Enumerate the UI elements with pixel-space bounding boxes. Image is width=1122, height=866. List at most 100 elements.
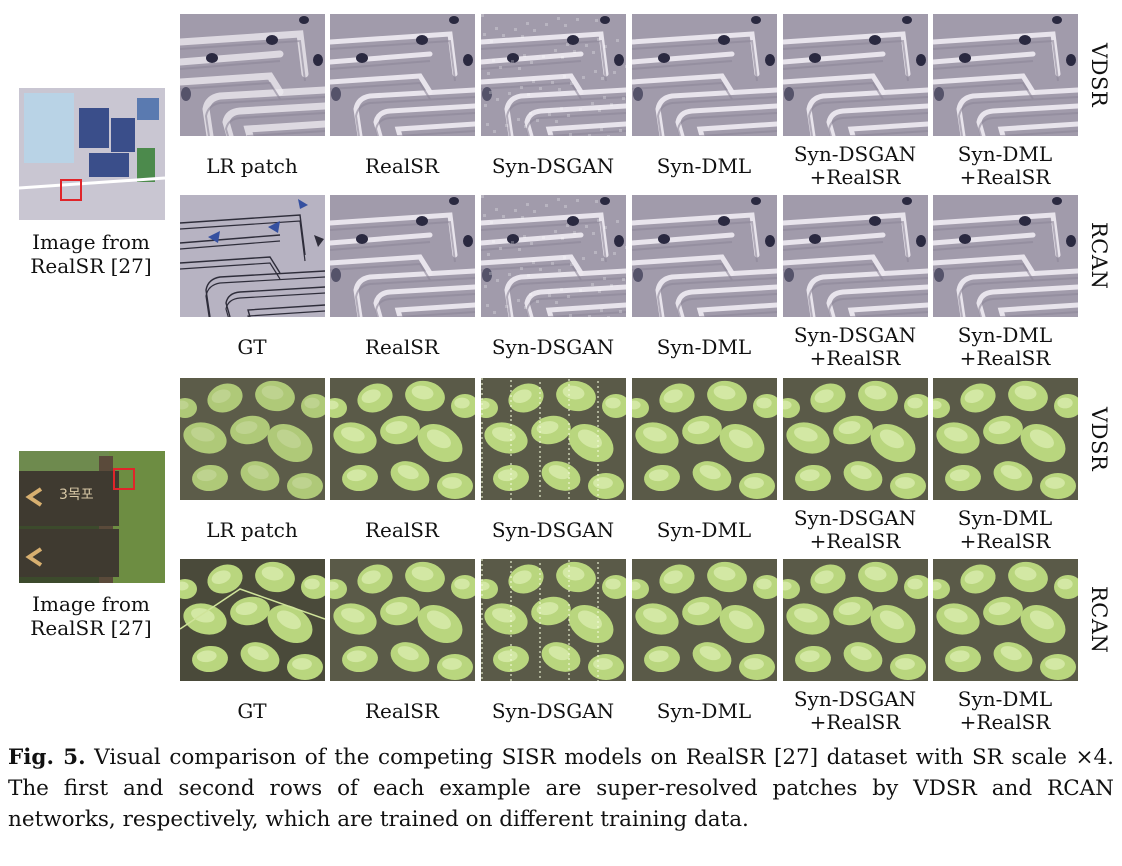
- result-patch: [180, 195, 325, 317]
- result-patch: [632, 378, 777, 500]
- patch-label-line: Syn-DSGAN: [793, 687, 917, 711]
- patch-label-line: Syn-DML: [957, 142, 1053, 166]
- patch-label: GT: [177, 700, 327, 723]
- result-patch: [180, 559, 325, 681]
- network-row-label: RCAN: [1086, 559, 1112, 681]
- network-name: VDSR: [1087, 406, 1111, 472]
- source-caption-line: Image from: [32, 592, 150, 616]
- patch-label: Syn-DSGAN +RealSR: [780, 143, 930, 189]
- patch-label: Syn-DSGAN: [478, 700, 628, 723]
- patch-label-line: Syn-DSGAN: [491, 518, 615, 542]
- patch-label: Syn-DSGAN: [478, 519, 628, 542]
- svg-text:3목포: 3목포: [59, 487, 94, 503]
- patch-label-line: LR patch: [206, 154, 298, 178]
- patch-label: Syn-DSGAN: [478, 155, 628, 178]
- patch-label: Syn-DML +RealSR: [930, 324, 1080, 370]
- patch-label: RealSR: [327, 700, 477, 723]
- result-patch: [933, 195, 1078, 317]
- source-image-thumbnail: [19, 88, 165, 220]
- source-image-thumbnail: 3목포: [19, 451, 165, 583]
- result-patch: [330, 559, 475, 681]
- result-patch: [933, 378, 1078, 500]
- patch-label-line: +RealSR: [809, 346, 901, 370]
- patch-label-line: GT: [237, 699, 267, 723]
- figure-caption: Fig. 5. Visual comparison of the competi…: [8, 742, 1114, 835]
- patch-label: RealSR: [327, 155, 477, 178]
- patch-label-line: GT: [237, 335, 267, 359]
- result-patch: [933, 559, 1078, 681]
- result-patch: [632, 14, 777, 136]
- network-row-label: VDSR: [1086, 14, 1112, 136]
- patch-label: GT: [177, 336, 327, 359]
- result-patch: [783, 14, 928, 136]
- patch-label-line: Syn-DML: [957, 506, 1053, 530]
- patch-label-line: RealSR: [365, 699, 439, 723]
- source-caption-line: RealSR [27]: [30, 254, 152, 278]
- patch-label-line: Syn-DML: [656, 699, 752, 723]
- patch-label: LR patch: [177, 155, 327, 178]
- result-patch: [330, 195, 475, 317]
- patch-label-line: +RealSR: [959, 529, 1051, 553]
- patch-label: Syn-DSGAN +RealSR: [780, 324, 930, 370]
- result-patch: [481, 378, 626, 500]
- patch-label: Syn-DML +RealSR: [930, 507, 1080, 553]
- patch-label-line: Syn-DML: [957, 687, 1053, 711]
- result-patch: [481, 559, 626, 681]
- patch-label: Syn-DML: [629, 700, 779, 723]
- patch-label: RealSR: [327, 336, 477, 359]
- caption-label: Fig. 5.: [8, 745, 86, 770]
- source-caption-line: Image from: [32, 230, 150, 254]
- patch-label-line: LR patch: [206, 518, 298, 542]
- patch-label-line: Syn-DML: [957, 323, 1053, 347]
- network-name: VDSR: [1087, 42, 1111, 108]
- patch-label-line: RealSR: [365, 154, 439, 178]
- patch-label-line: RealSR: [365, 518, 439, 542]
- result-patch: [783, 559, 928, 681]
- patch-label: Syn-DML: [629, 155, 779, 178]
- result-patch: [180, 378, 325, 500]
- patch-label-line: Syn-DSGAN: [491, 699, 615, 723]
- patch-label-line: +RealSR: [959, 346, 1051, 370]
- result-patch: [330, 14, 475, 136]
- caption-text: Visual comparison of the competing SISR …: [8, 745, 1114, 832]
- result-patch: [632, 559, 777, 681]
- source-image-caption: Image from RealSR [27]: [8, 230, 174, 278]
- patch-label-line: Syn-DML: [656, 335, 752, 359]
- result-patch: [481, 195, 626, 317]
- patch-label-line: Syn-DSGAN: [793, 142, 917, 166]
- result-patch: [632, 195, 777, 317]
- patch-label: Syn-DSGAN +RealSR: [780, 688, 930, 734]
- patch-label-line: Syn-DSGAN: [491, 335, 615, 359]
- patch-label-line: +RealSR: [959, 165, 1051, 189]
- patch-label-line: +RealSR: [809, 165, 901, 189]
- network-name: RCAN: [1087, 586, 1111, 654]
- patch-label-line: Syn-DSGAN: [491, 154, 615, 178]
- result-patch: [330, 378, 475, 500]
- network-name: RCAN: [1087, 222, 1111, 290]
- patch-label: RealSR: [327, 519, 477, 542]
- patch-label-line: RealSR: [365, 335, 439, 359]
- patch-label: Syn-DSGAN +RealSR: [780, 507, 930, 553]
- network-row-label: VDSR: [1086, 378, 1112, 500]
- result-patch: [481, 14, 626, 136]
- patch-label: LR patch: [177, 519, 327, 542]
- source-caption-line: RealSR [27]: [30, 616, 152, 640]
- result-patch: [933, 14, 1078, 136]
- network-row-label: RCAN: [1086, 195, 1112, 317]
- patch-label-line: Syn-DSGAN: [793, 506, 917, 530]
- patch-label-line: +RealSR: [809, 710, 901, 734]
- result-patch: [180, 14, 325, 136]
- patch-label: Syn-DML +RealSR: [930, 688, 1080, 734]
- patch-label: Syn-DSGAN: [478, 336, 628, 359]
- patch-label-line: +RealSR: [959, 710, 1051, 734]
- patch-label-line: Syn-DML: [656, 518, 752, 542]
- patch-label-line: Syn-DSGAN: [793, 323, 917, 347]
- result-patch: [783, 378, 928, 500]
- patch-label-line: +RealSR: [809, 529, 901, 553]
- patch-label-line: Syn-DML: [656, 154, 752, 178]
- source-image-caption: Image from RealSR [27]: [8, 592, 174, 640]
- patch-label: Syn-DML +RealSR: [930, 143, 1080, 189]
- patch-label: Syn-DML: [629, 336, 779, 359]
- patch-label: Syn-DML: [629, 519, 779, 542]
- result-patch: [783, 195, 928, 317]
